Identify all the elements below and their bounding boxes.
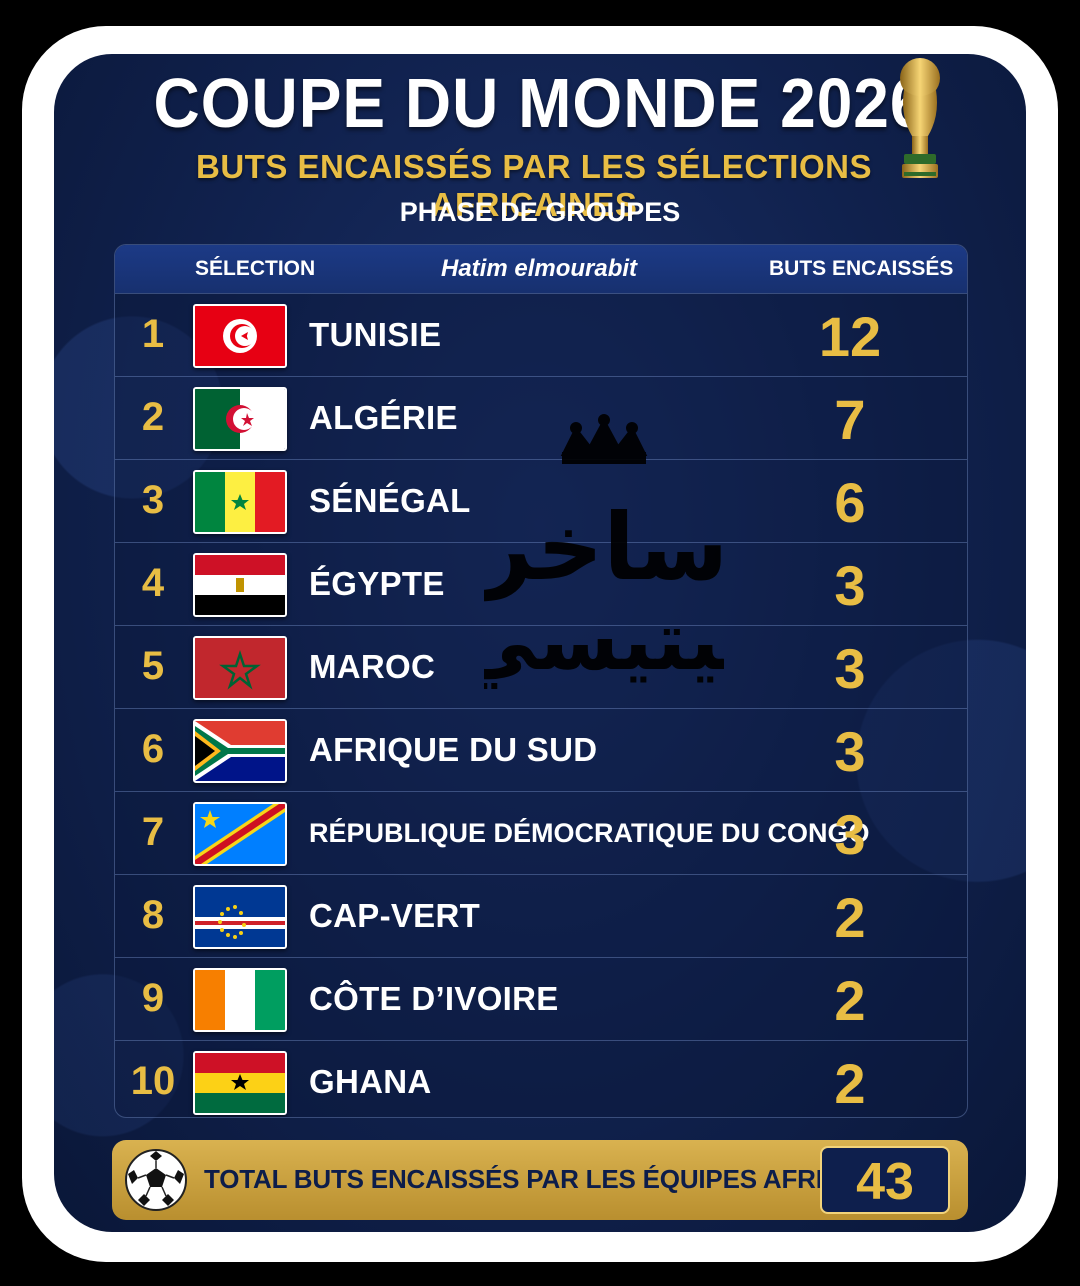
goals-conceded: 3 <box>834 554 866 617</box>
rank-number: 10 <box>130 1059 176 1103</box>
table-row: 5 MAROC 3 <box>115 625 967 708</box>
rank-number: 1 <box>141 312 165 356</box>
column-header-goals: BUTS ENCAISSÉS <box>769 257 954 280</box>
country-name: ALGÉRIE <box>309 399 458 436</box>
table-row: 3 SÉNÉGAL 6 <box>115 459 967 542</box>
goals-conceded: 3 <box>834 720 866 783</box>
algeria-flag-icon <box>193 387 287 451</box>
morocco-flag-icon <box>193 636 287 700</box>
table-row: 10 GHANA 2 <box>115 1040 967 1117</box>
country-name: AFRIQUE DU SUD <box>309 731 598 768</box>
goals-conceded: 6 <box>834 471 866 534</box>
total-value-box: 43 <box>820 1146 950 1214</box>
rank-number: 8 <box>141 893 165 937</box>
page-subtitle: BUTS ENCAISSÉS PAR LES SÉLECTIONS AFRICA… <box>196 148 872 223</box>
table-row: 4 ÉGYPTE 3 <box>115 542 967 625</box>
country-name: GHANA <box>309 1063 432 1100</box>
goals-conceded: 2 <box>834 1052 866 1115</box>
country-name: MAROC <box>309 648 436 685</box>
goals-conceded: 2 <box>834 886 866 949</box>
total-value: 43 <box>856 1153 914 1211</box>
rank-number: 6 <box>141 727 165 771</box>
column-header-selection: SÉLECTION <box>195 257 316 280</box>
goals-conceded: 3 <box>834 803 866 866</box>
goals-conceded: 7 <box>834 388 866 451</box>
egypt-flag-icon <box>193 553 287 617</box>
table-row: 2 ALGÉRIE 7 <box>115 376 967 459</box>
poster: COUPE DU MONDE 2026 BUTS ENCAISSÉS PAR L… <box>54 54 1026 1232</box>
world-cup-trophy-icon <box>900 58 940 178</box>
country-name: TUNISIE <box>309 316 442 353</box>
table-row: 9 CÔTE D’IVOIRE 2 <box>115 957 967 1040</box>
author-credit: Hatim elmourabit <box>441 255 638 282</box>
rank-number: 7 <box>141 810 165 854</box>
ranking-table: SÉLECTION Hatim elmourabit BUTS ENCAISSÉ… <box>114 244 968 1118</box>
soccer-ball-icon <box>125 1149 187 1211</box>
table-row: 6 AFRIQUE DU SUD 3 <box>115 708 967 791</box>
cape-verde-flag-icon <box>193 885 287 949</box>
table-row: 1 TUNISIE 12 <box>115 293 967 376</box>
country-name: CÔTE D’IVOIRE <box>309 980 559 1017</box>
rank-number: 5 <box>141 644 165 688</box>
goals-conceded: 12 <box>818 305 882 368</box>
tunisia-flag-icon <box>193 304 287 368</box>
total-label: TOTAL BUTS ENCAISSÉS PAR LES ÉQUIPES AFR… <box>204 1164 936 1194</box>
country-name: ÉGYPTE <box>309 565 445 602</box>
goals-conceded: 2 <box>834 969 866 1032</box>
table-row: 8 CAP-VERT 2 <box>115 874 967 957</box>
goals-conceded: 3 <box>834 637 866 700</box>
dr-congo-flag-icon <box>193 802 287 866</box>
total-bar: TOTAL BUTS ENCAISSÉS PAR LES ÉQUIPES AFR… <box>112 1140 968 1220</box>
phase-label: PHASE DE GROUPES <box>399 197 681 227</box>
ghana-flag-icon <box>193 1051 287 1115</box>
rank-number: 4 <box>141 561 165 605</box>
senegal-flag-icon <box>193 470 287 534</box>
rank-number: 2 <box>141 395 165 439</box>
page-title: COUPE DU MONDE 2026 <box>153 64 927 142</box>
ivory-coast-flag-icon <box>193 968 287 1032</box>
country-name: SÉNÉGAL <box>309 482 471 519</box>
rank-number: 3 <box>141 478 165 522</box>
country-name: RÉPUBLIQUE DÉMOCRATIQUE DU CONGO <box>309 818 870 848</box>
table-row: 7 RÉPUBLIQUE DÉMOCRATIQUE DU CONGO 3 <box>115 791 967 874</box>
south-africa-flag-icon <box>193 719 287 783</box>
table-header: SÉLECTION Hatim elmourabit BUTS ENCAISSÉ… <box>115 245 967 293</box>
rank-number: 9 <box>141 976 165 1020</box>
country-name: CAP-VERT <box>309 897 481 934</box>
